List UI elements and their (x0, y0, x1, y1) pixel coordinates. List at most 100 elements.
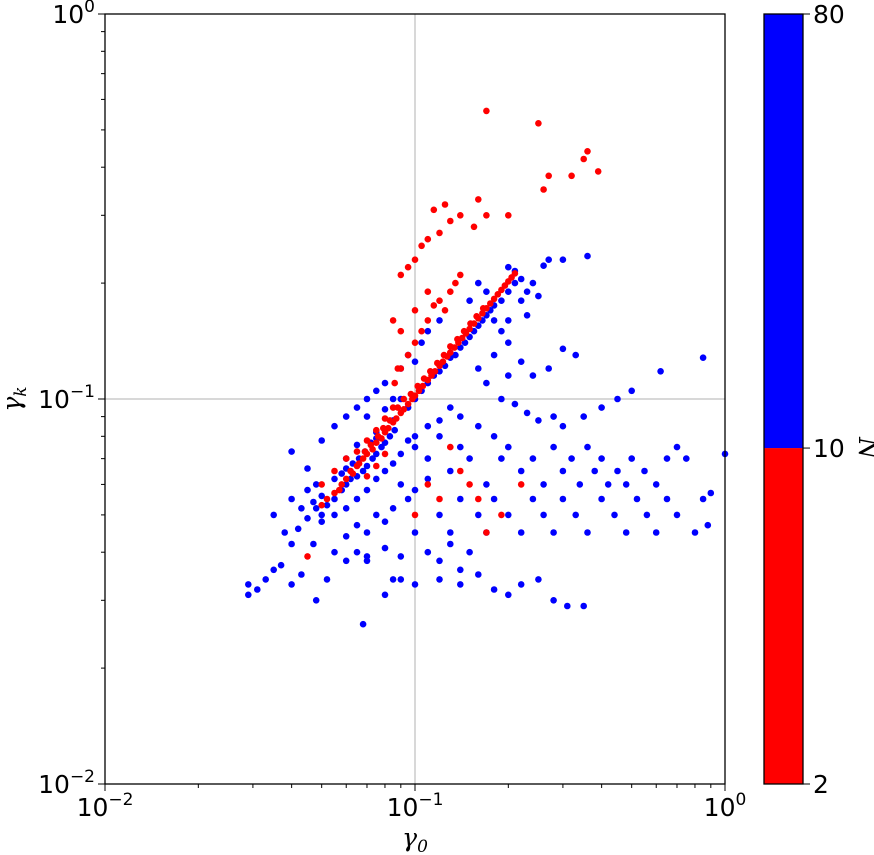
x-tick-label: 10−2 (77, 790, 134, 822)
data-point-blue (373, 511, 380, 519)
data-point-blue (342, 557, 350, 565)
colorbar-bin (764, 448, 803, 784)
data-point-blue (523, 312, 531, 319)
y-axis-label-symbol: γ (0, 397, 26, 412)
data-point-red (479, 310, 486, 317)
data-point-blue (517, 275, 525, 283)
data-point-blue (331, 475, 338, 483)
data-point-blue (391, 426, 399, 434)
data-point-blue (683, 455, 690, 462)
data-point-blue (511, 400, 519, 408)
data-point-blue (304, 465, 311, 472)
data-point-red (391, 379, 399, 387)
data-point-blue (411, 358, 419, 366)
x-axis-label: γ0 (402, 823, 428, 855)
data-point-blue (436, 576, 443, 583)
data-point-blue (699, 495, 707, 503)
data-point-blue (614, 467, 621, 475)
data-point-red (424, 288, 432, 296)
data-point-blue (353, 548, 361, 556)
data-point-red (404, 400, 412, 408)
data-point-blue (381, 518, 389, 525)
data-point-blue (505, 372, 512, 379)
data-point-red (411, 307, 419, 314)
data-point-blue (505, 263, 512, 271)
data-point-red (336, 486, 343, 494)
data-point-red (466, 481, 473, 488)
data-point-blue (363, 395, 371, 403)
data-point-blue (353, 441, 361, 449)
data-point-red (475, 196, 482, 203)
data-point-blue (381, 379, 389, 387)
data-point-red (498, 511, 505, 519)
data-point-red (487, 300, 494, 307)
colorbar-tick-label: 2 (813, 770, 829, 799)
data-point-blue (389, 505, 397, 512)
data-point-blue (535, 292, 542, 300)
data-point-blue (483, 481, 490, 488)
data-point-blue (517, 529, 525, 536)
data-point-blue (483, 379, 490, 387)
data-point-blue (699, 354, 707, 362)
data-point-blue (559, 495, 567, 503)
data-point-red (594, 168, 602, 175)
data-point-blue (436, 557, 443, 565)
data-point-blue (584, 529, 591, 536)
data-point-red (353, 448, 361, 455)
data-point-blue (611, 511, 618, 519)
data-point-blue (457, 413, 464, 420)
data-point-blue (517, 297, 525, 305)
data-point-blue (338, 470, 346, 477)
data-point-blue (373, 387, 380, 395)
data-point-blue (447, 529, 454, 536)
y-tick-label: 100 (52, 0, 95, 29)
data-point-red (427, 368, 434, 375)
data-point-blue (572, 351, 579, 359)
data-point-red (517, 481, 525, 488)
data-point-blue (411, 581, 419, 588)
data-point-red (363, 473, 371, 480)
data-point-red (397, 327, 405, 335)
x-tick-label: 10−1 (387, 790, 444, 822)
data-point-red (457, 212, 464, 219)
data-point-blue (550, 529, 557, 536)
data-point-blue (457, 581, 464, 588)
data-point-blue (475, 511, 482, 519)
data-point-blue (591, 467, 598, 475)
data-point-red (436, 229, 443, 237)
data-point-red (511, 270, 519, 277)
data-point-blue (559, 422, 567, 430)
data-point-blue (288, 581, 295, 588)
data-point-red (418, 327, 425, 335)
data-point-red (353, 462, 361, 470)
data-point-blue (559, 256, 567, 264)
data-point-red (331, 467, 338, 475)
data-point-red (505, 212, 512, 219)
y-tick-label: 10−2 (38, 767, 95, 799)
data-point-red (447, 288, 454, 296)
data-point-blue (633, 495, 641, 503)
data-point-red (414, 382, 422, 390)
data-point-blue (298, 505, 305, 512)
data-point-blue (318, 492, 326, 500)
data-point-blue (604, 481, 612, 488)
data-point-blue (475, 571, 482, 578)
data-point-blue (498, 455, 505, 462)
data-point-red (338, 481, 346, 488)
data-point-blue (389, 395, 397, 403)
data-point-red (420, 375, 428, 382)
data-point-blue (550, 597, 557, 604)
data-point-red (323, 495, 331, 503)
data-point-red (535, 120, 542, 127)
colorbar-label: N (853, 436, 874, 460)
data-point-red (483, 529, 490, 536)
data-point-red (424, 317, 432, 324)
data-point-blue (550, 443, 557, 451)
data-point-blue (466, 455, 473, 462)
colorbar: 2 10 80 (763, 0, 845, 799)
data-point-blue (318, 518, 326, 525)
data-point-red (466, 325, 473, 333)
y-axis-label-subscript: k (11, 386, 31, 396)
data-point-blue (529, 495, 537, 503)
data-point-red (400, 395, 408, 403)
